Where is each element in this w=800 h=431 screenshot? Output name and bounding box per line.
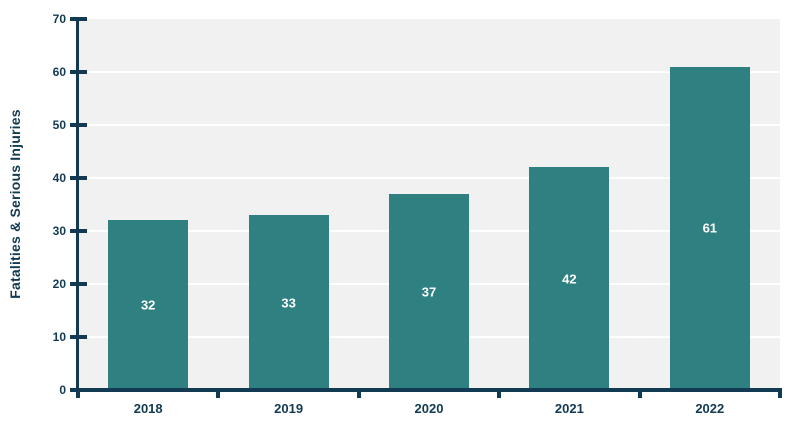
y-tick-70: [70, 17, 87, 21]
bar-2021: [529, 167, 610, 390]
plot-area: 32 33 37 42 61: [78, 19, 780, 390]
bar-2019: [248, 215, 329, 390]
gridline-40: [78, 177, 780, 179]
bar-value-label-2021: 42: [562, 271, 577, 287]
bar-value-label-2019: 33: [281, 295, 296, 311]
y-tick-60: [70, 70, 87, 74]
bar-2020: [389, 193, 469, 390]
y-tick-label-50: 50: [52, 118, 66, 132]
x-category-label-2021: 2021: [554, 401, 584, 416]
y-tick-label-70: 70: [52, 12, 66, 26]
y-axis-line: [76, 17, 79, 398]
x-axis-line: [74, 388, 782, 392]
y-tick-20: [70, 282, 87, 286]
x-tick-boundary-3: [497, 388, 502, 398]
x-category-label-2020: 2020: [414, 401, 444, 416]
bar-value-label-2020: 37: [421, 284, 437, 300]
y-tick-10: [70, 335, 87, 339]
y-tick-label-60: 60: [52, 65, 66, 79]
x-category-label-2022: 2022: [695, 401, 725, 416]
bar-2018: [108, 220, 189, 390]
gridline-60: [78, 71, 780, 73]
y-tick-label-30: 30: [52, 224, 66, 238]
y-tick-label-20: 20: [52, 277, 66, 291]
y-tick-50: [70, 123, 87, 127]
y-tick-label-40: 40: [52, 171, 66, 185]
bar-2022: [669, 66, 750, 390]
x-category-label-2018: 2018: [133, 401, 163, 416]
y-tick-label-10: 10: [52, 330, 66, 344]
x-category-label-2019: 2019: [274, 401, 304, 416]
y-tick-label-0: 0: [59, 383, 66, 397]
x-tick-boundary-4: [637, 388, 642, 398]
bar-value-label-2022: 61: [702, 220, 718, 236]
x-tick-boundary-1: [216, 388, 221, 398]
x-tick-boundary-5: [778, 388, 782, 398]
x-tick-boundary-0: [76, 388, 80, 398]
bar-value-label-2018: 32: [140, 297, 156, 313]
y-tick-40: [70, 176, 87, 180]
x-tick-boundary-2: [356, 388, 361, 398]
gridline-50: [78, 124, 780, 126]
y-axis-title: Fatalities & Serious Injuries: [7, 109, 23, 299]
y-tick-30: [70, 229, 87, 233]
